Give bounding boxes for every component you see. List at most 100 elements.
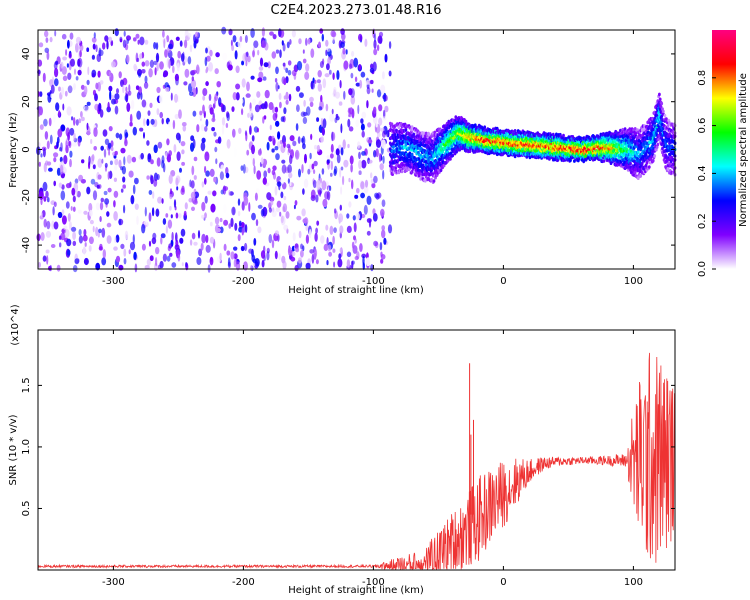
spectrogram-signal-cell bbox=[404, 128, 408, 132]
spectrogram-noise-cell bbox=[238, 127, 242, 134]
spectrogram-signal-cell bbox=[464, 119, 468, 124]
spectrogram-noise-cell bbox=[162, 218, 167, 225]
spectrogram-noise-cell bbox=[291, 30, 296, 38]
spectrogram-noise-cell bbox=[181, 161, 186, 166]
spectrogram-noise-cell bbox=[149, 102, 153, 109]
spectrogram-noise-cell bbox=[275, 207, 281, 213]
spectrogram-noise-cell bbox=[54, 78, 59, 87]
spectrogram-noise-cell bbox=[185, 262, 188, 268]
spectrogram-noise-cell bbox=[305, 63, 310, 72]
spectrogram-signal-cell bbox=[665, 117, 668, 121]
spectrogram-noise-cell bbox=[332, 36, 335, 44]
spectrogram-noise-cell bbox=[143, 118, 146, 127]
spectrogram-noise-cell bbox=[50, 244, 56, 248]
spectrogram-noise-cell bbox=[74, 258, 80, 265]
spectrogram-y-axis-label: Frequency (Hz) bbox=[8, 112, 19, 188]
spectrogram-noise-cell bbox=[271, 210, 277, 218]
spectrogram-noise-cell bbox=[46, 51, 50, 61]
spectrogram-signal-cell bbox=[412, 132, 416, 137]
spectrogram-noise-cell bbox=[181, 262, 184, 267]
spectrogram-noise-cell bbox=[261, 259, 265, 268]
spectrogram-noise-cell bbox=[59, 156, 63, 163]
spectrogram-noise-cell bbox=[343, 90, 346, 100]
spectrogram-noise-cell bbox=[91, 37, 97, 43]
spectrogram-noise-cell bbox=[228, 190, 231, 196]
spectrogram-noise-cell bbox=[257, 49, 260, 56]
snr-x-tick-label: 100 bbox=[624, 577, 643, 588]
spectrogram-noise-cell bbox=[302, 116, 308, 124]
colorbar-gradient bbox=[712, 30, 736, 269]
spectrogram-noise-cell bbox=[301, 164, 304, 174]
spectrogram-noise-cell bbox=[44, 30, 49, 38]
spectrogram-y-tick-label: 40 bbox=[21, 48, 32, 61]
spectrogram-noise-cell bbox=[81, 116, 85, 122]
spectrogram-noise-cell bbox=[90, 139, 93, 144]
spectrogram-noise-cell bbox=[71, 226, 77, 232]
spectrogram-noise-cell bbox=[62, 75, 68, 82]
spectrogram-noise-cell bbox=[309, 96, 314, 103]
spectrogram-noise-cell bbox=[97, 158, 103, 168]
spectrogram-noise-cell bbox=[83, 210, 88, 215]
spectrogram-noise-cell bbox=[316, 220, 320, 226]
spectrogram-noise-cell bbox=[315, 259, 319, 265]
spectrogram-noise-cell bbox=[345, 111, 349, 117]
spectrogram-noise-cell bbox=[168, 59, 171, 69]
spectrogram-noise-cell bbox=[366, 195, 372, 205]
spectrogram-noise-cell bbox=[272, 112, 278, 121]
spectrogram-noise-cell bbox=[226, 139, 231, 149]
spectrogram-noise-cell bbox=[205, 47, 208, 54]
spectrogram-noise-cell bbox=[45, 230, 52, 238]
spectrogram-noise-cell bbox=[130, 195, 135, 205]
spectrogram-noise-cell bbox=[270, 200, 274, 206]
spectrogram-signal-cell bbox=[661, 109, 665, 114]
spectrogram-noise-cell bbox=[170, 92, 173, 101]
spectrogram-noise-cell bbox=[331, 131, 334, 142]
spectrogram-noise-cell bbox=[40, 212, 44, 218]
spectrogram-noise-cell bbox=[154, 67, 157, 76]
spectrogram-noise-cell bbox=[245, 93, 251, 98]
spectrogram-noise-cell bbox=[168, 150, 172, 157]
spectrogram-noise-cell bbox=[366, 230, 371, 236]
spectrogram-noise-cell bbox=[89, 209, 93, 217]
spectrogram-noise-cell bbox=[302, 143, 306, 150]
spectrogram-noise-cell bbox=[283, 141, 286, 148]
spectrogram-noise-cell bbox=[69, 127, 75, 136]
spectrogram-noise-cell bbox=[326, 159, 331, 164]
spectrogram-noise-cell bbox=[237, 198, 241, 206]
spectrogram-signal-cell bbox=[672, 162, 675, 166]
snr-multiplier-label: (x10^4) bbox=[10, 304, 21, 345]
spectrogram-noise-cell bbox=[301, 208, 306, 217]
spectrogram-noise-cell bbox=[83, 85, 88, 96]
spectrogram-noise-cell bbox=[296, 60, 303, 71]
spectrogram-noise-cell bbox=[97, 232, 101, 238]
spectrogram-noise-cell bbox=[367, 139, 373, 144]
snr-y-axis-label: SNR (10 * v/v) bbox=[8, 414, 19, 485]
spectrogram-noise-cell bbox=[384, 105, 389, 113]
spectrogram-noise-cell bbox=[338, 253, 342, 260]
spectrogram-noise-cell bbox=[150, 159, 154, 165]
spectrogram-noise-cell bbox=[196, 257, 202, 265]
spectrogram-noise-cell bbox=[83, 257, 89, 266]
spectrogram-noise-cell bbox=[218, 97, 222, 106]
spectrogram-noise-cell bbox=[87, 66, 90, 76]
spectrogram-noise-cell bbox=[146, 140, 150, 146]
spectrogram-noise-cell bbox=[330, 160, 333, 171]
spectrogram-noise-cell bbox=[348, 126, 354, 132]
spectrogram-noise-cell bbox=[191, 232, 196, 240]
spectrogram-noise-cell bbox=[275, 49, 280, 54]
spectrogram-signal-cell bbox=[653, 154, 657, 158]
spectrogram-noise-cell bbox=[313, 248, 318, 258]
spectrogram-noise-cell bbox=[90, 155, 94, 165]
spectrogram-noise-cell bbox=[150, 118, 155, 125]
spectrogram-noise-cell bbox=[123, 248, 127, 257]
spectrogram-noise-cell bbox=[78, 174, 84, 182]
spectrogram-noise-cell bbox=[358, 151, 361, 160]
spectrogram-signal-cell bbox=[599, 141, 603, 145]
spectrogram-noise-cell bbox=[349, 107, 354, 115]
spectrogram-noise-cell bbox=[309, 249, 315, 254]
spectrogram-noise-cell bbox=[108, 126, 113, 132]
spectrogram-noise-cell bbox=[326, 155, 331, 160]
spectrogram-noise-cell bbox=[283, 196, 287, 201]
spectrogram-noise-cell bbox=[232, 35, 237, 43]
